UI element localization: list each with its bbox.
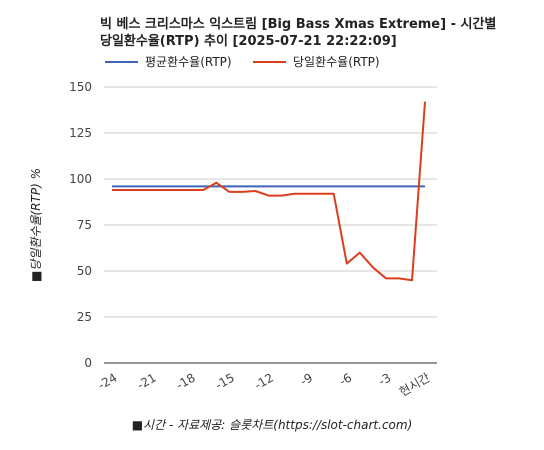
chart-title-line1: 빅 베스 크리스마스 익스트림 [Big Bass Xmas Extreme] … — [100, 16, 496, 32]
x-tick-label: -9 — [298, 370, 315, 388]
legend-label-avg: 평균환수율(RTP) — [145, 55, 232, 69]
series-line-daily-rtp — [112, 101, 426, 282]
x-tick-label: -21 — [135, 370, 159, 392]
y-axis-ticks: 0 25 50 75 100 125 150 — [69, 80, 92, 370]
y-tick-label: 50 — [77, 264, 92, 278]
x-tick-label: -18 — [174, 370, 198, 392]
y-tick-label: 100 — [69, 172, 92, 186]
x-tick-label: -6 — [337, 370, 354, 388]
x-axis-label: ■시간 - 자료제공: 슬롯차트(https://slot-chart.com) — [132, 418, 413, 432]
y-tick-label: 0 — [84, 356, 92, 370]
x-tick-label: -15 — [213, 370, 237, 392]
y-tick-label: 75 — [77, 218, 92, 232]
x-tick-label: -24 — [96, 370, 120, 392]
y-axis-label: ■당일환수율(RTP) % — [29, 168, 43, 282]
gridlines — [104, 86, 437, 364]
x-axis-ticks: -24 -21 -18 -15 -12 -9 -6 -3 현시간 — [96, 370, 433, 399]
x-tick-label: -12 — [252, 370, 276, 392]
y-tick-label: 150 — [69, 80, 92, 94]
legend-label-daily: 당일환수율(RTP) — [293, 55, 380, 69]
y-tick-label: 25 — [77, 310, 92, 324]
x-tick-label: 현시간 — [397, 370, 433, 399]
x-tick-label: -3 — [376, 370, 393, 388]
y-tick-label: 125 — [69, 126, 92, 140]
series-lines — [112, 101, 426, 282]
legend: 평균환수율(RTP) 당일환수율(RTP) — [105, 55, 380, 69]
chart-title-line2: 당일환수율(RTP) 추이 [2025-07-21 22:22:09] — [100, 33, 397, 49]
